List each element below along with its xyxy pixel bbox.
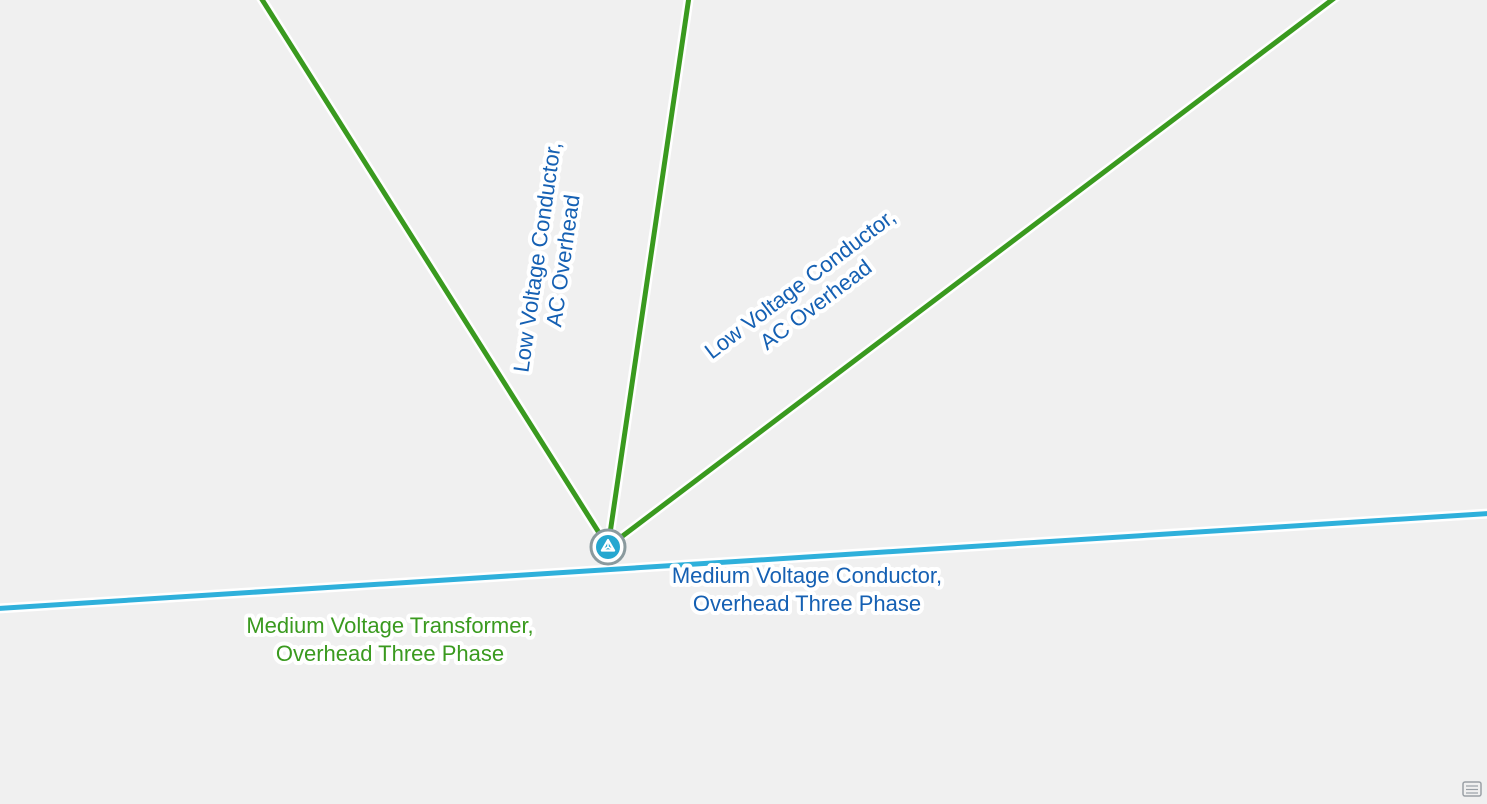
svg-text:Medium Voltage Conductor,: Medium Voltage Conductor, [672,563,942,588]
diagram-background [0,0,1487,804]
svg-text:Overhead Three Phase: Overhead Three Phase [276,641,504,666]
transformer-node[interactable] [591,530,625,564]
svg-text:Overhead Three Phase: Overhead Three Phase [693,591,921,616]
svg-text:Medium Voltage Transformer,: Medium Voltage Transformer, [246,613,533,638]
network-diagram[interactable]: Low Voltage Conductor, AC Overhead Low V… [0,0,1487,804]
